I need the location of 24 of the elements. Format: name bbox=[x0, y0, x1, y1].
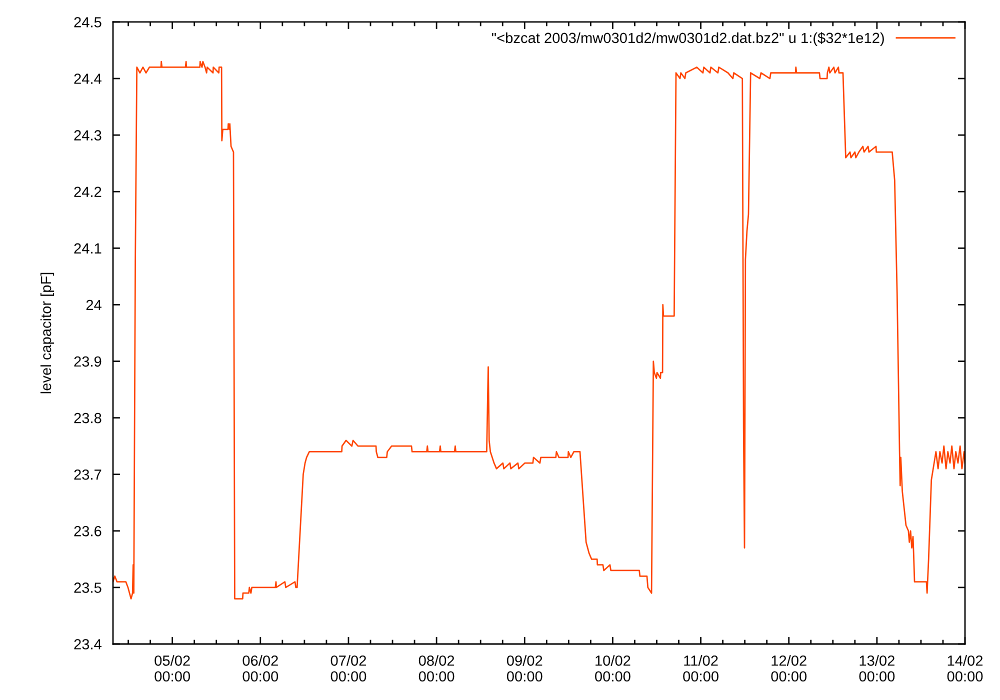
x-tick-label: 10/02 00:00 bbox=[595, 655, 630, 682]
y-tick-label: 23.5 bbox=[74, 582, 102, 593]
x-tick-label: 09/02 00:00 bbox=[506, 655, 542, 682]
y-tick-label: 23.9 bbox=[74, 356, 102, 367]
y-tick-label: 24.1 bbox=[74, 243, 102, 254]
y-tick-label: 24 bbox=[86, 300, 102, 310]
x-tick-label: 06/02 00:00 bbox=[242, 655, 278, 682]
y-tick-label: 23.8 bbox=[74, 412, 102, 424]
x-tick-label: 13/02 00:00 bbox=[859, 655, 895, 682]
x-tick-label: 05/02 00:00 bbox=[154, 655, 190, 682]
x-tick-label: 07/02 00:00 bbox=[330, 655, 366, 682]
x-tick-label: 14/02 00:00 bbox=[947, 655, 983, 682]
y-axis-title: level capacitor [pF] bbox=[40, 272, 54, 394]
y-tick-label: 24.5 bbox=[74, 17, 102, 28]
y-tick-label: 23.7 bbox=[74, 469, 102, 480]
y-tick-label: 23.4 bbox=[74, 639, 102, 650]
y-tick-label: 24.2 bbox=[74, 186, 102, 197]
y-tick-label: 24.4 bbox=[74, 74, 102, 84]
y-tick-label: 23.6 bbox=[74, 526, 102, 536]
x-tick-label: 12/02 00:00 bbox=[771, 655, 807, 682]
x-tick-label: 08/02 00:00 bbox=[418, 655, 454, 682]
y-tick-label: 24.3 bbox=[74, 130, 102, 140]
legend-label: "<bzcat 2003/mw0301d2/mw0301d2.dat.bz2" u 1:($32*1e12) bbox=[492, 32, 884, 46]
x-tick-label: 11/02 00:00 bbox=[683, 655, 718, 682]
